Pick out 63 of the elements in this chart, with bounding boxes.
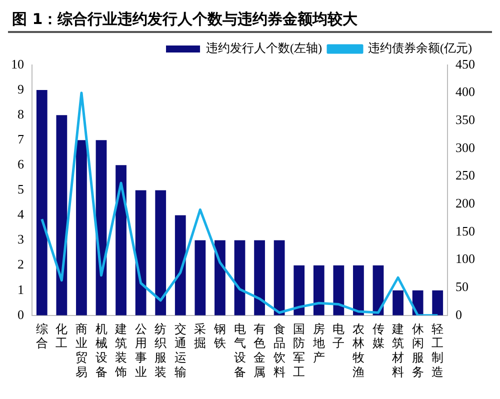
y-tick-label: 4 bbox=[18, 206, 24, 222]
x-tick-label: 食品饮料 bbox=[272, 322, 286, 379]
y2-tick-label: 400 bbox=[456, 84, 475, 100]
x-tick-label: 休闲服务 bbox=[412, 322, 424, 379]
y-tick-label: 3 bbox=[18, 232, 24, 247]
y-tick-label: 9 bbox=[18, 81, 24, 96]
y-tick-label: 0 bbox=[18, 306, 24, 322]
bar bbox=[56, 115, 68, 316]
y2-tick-label: 100 bbox=[456, 251, 475, 266]
x-tick-label: 农林牧渔 bbox=[351, 322, 364, 379]
y2-tick-label: 200 bbox=[456, 196, 475, 211]
x-tick-label: 商业贸易 bbox=[75, 322, 88, 379]
bar bbox=[155, 190, 166, 316]
bar bbox=[214, 240, 226, 316]
y-tick-label: 10 bbox=[11, 56, 24, 72]
x-tick-label: 房地产 bbox=[312, 322, 325, 365]
x-tick-label: 建筑材料 bbox=[391, 322, 404, 379]
chart-title: 图 1：综合行业违约发行人个数与违约券金额均较大 bbox=[8, 8, 492, 33]
y-tick-label: 8 bbox=[18, 106, 24, 122]
bar bbox=[274, 240, 285, 316]
bar bbox=[194, 240, 206, 316]
x-tick-label: 采掘 bbox=[194, 322, 206, 350]
x-tick-label: 传媒 bbox=[372, 322, 384, 350]
legend-label: 违约债券余额(亿元) bbox=[368, 41, 472, 56]
legend-label: 违约发行人个数(左轴) bbox=[206, 41, 322, 56]
bar bbox=[174, 215, 186, 316]
x-tick-label: 交通运输 bbox=[174, 322, 186, 379]
bar bbox=[313, 265, 324, 316]
bar bbox=[432, 290, 444, 316]
bar bbox=[294, 265, 305, 316]
x-tick-label: 综合 bbox=[36, 322, 48, 350]
y-tick-label: 7 bbox=[18, 132, 24, 147]
y-tick-label: 2 bbox=[18, 256, 24, 272]
bar bbox=[333, 265, 344, 316]
y2-tick-label: 450 bbox=[456, 56, 475, 72]
y2-tick-label: 250 bbox=[456, 168, 475, 183]
y2-tick-label: 300 bbox=[456, 140, 475, 155]
bar bbox=[353, 265, 364, 316]
y2-tick-label: 150 bbox=[456, 223, 475, 238]
x-tick-label: 化工 bbox=[56, 322, 68, 350]
y-tick-label: 6 bbox=[18, 156, 24, 172]
y-tick-label: 1 bbox=[18, 282, 24, 297]
x-tick-label: 机械设备 bbox=[95, 322, 108, 379]
x-tick-label: 公用事业 bbox=[134, 322, 147, 379]
bar bbox=[76, 140, 87, 316]
y-tick-label: 5 bbox=[18, 182, 24, 197]
y2-tick-label: 50 bbox=[456, 279, 468, 294]
bar bbox=[36, 90, 48, 316]
x-tick-label: 电气设备 bbox=[234, 322, 246, 379]
bar bbox=[234, 240, 246, 316]
bar bbox=[135, 190, 146, 316]
x-tick-label: 国防军工 bbox=[293, 322, 306, 379]
bar bbox=[392, 290, 404, 316]
bar bbox=[254, 240, 265, 316]
x-tick-label: 纺织服装 bbox=[154, 322, 167, 379]
y2-tick-label: 0 bbox=[456, 306, 462, 322]
x-tick-label: 电子 bbox=[332, 322, 345, 350]
x-tick-label: 建筑装饰 bbox=[114, 322, 128, 379]
y2-tick-label: 350 bbox=[456, 112, 475, 128]
bar bbox=[116, 165, 126, 316]
x-tick-label: 轻工制造 bbox=[432, 322, 444, 379]
x-tick-label: 有色金属 bbox=[254, 322, 266, 379]
x-tick-label: 钢铁 bbox=[212, 322, 226, 350]
